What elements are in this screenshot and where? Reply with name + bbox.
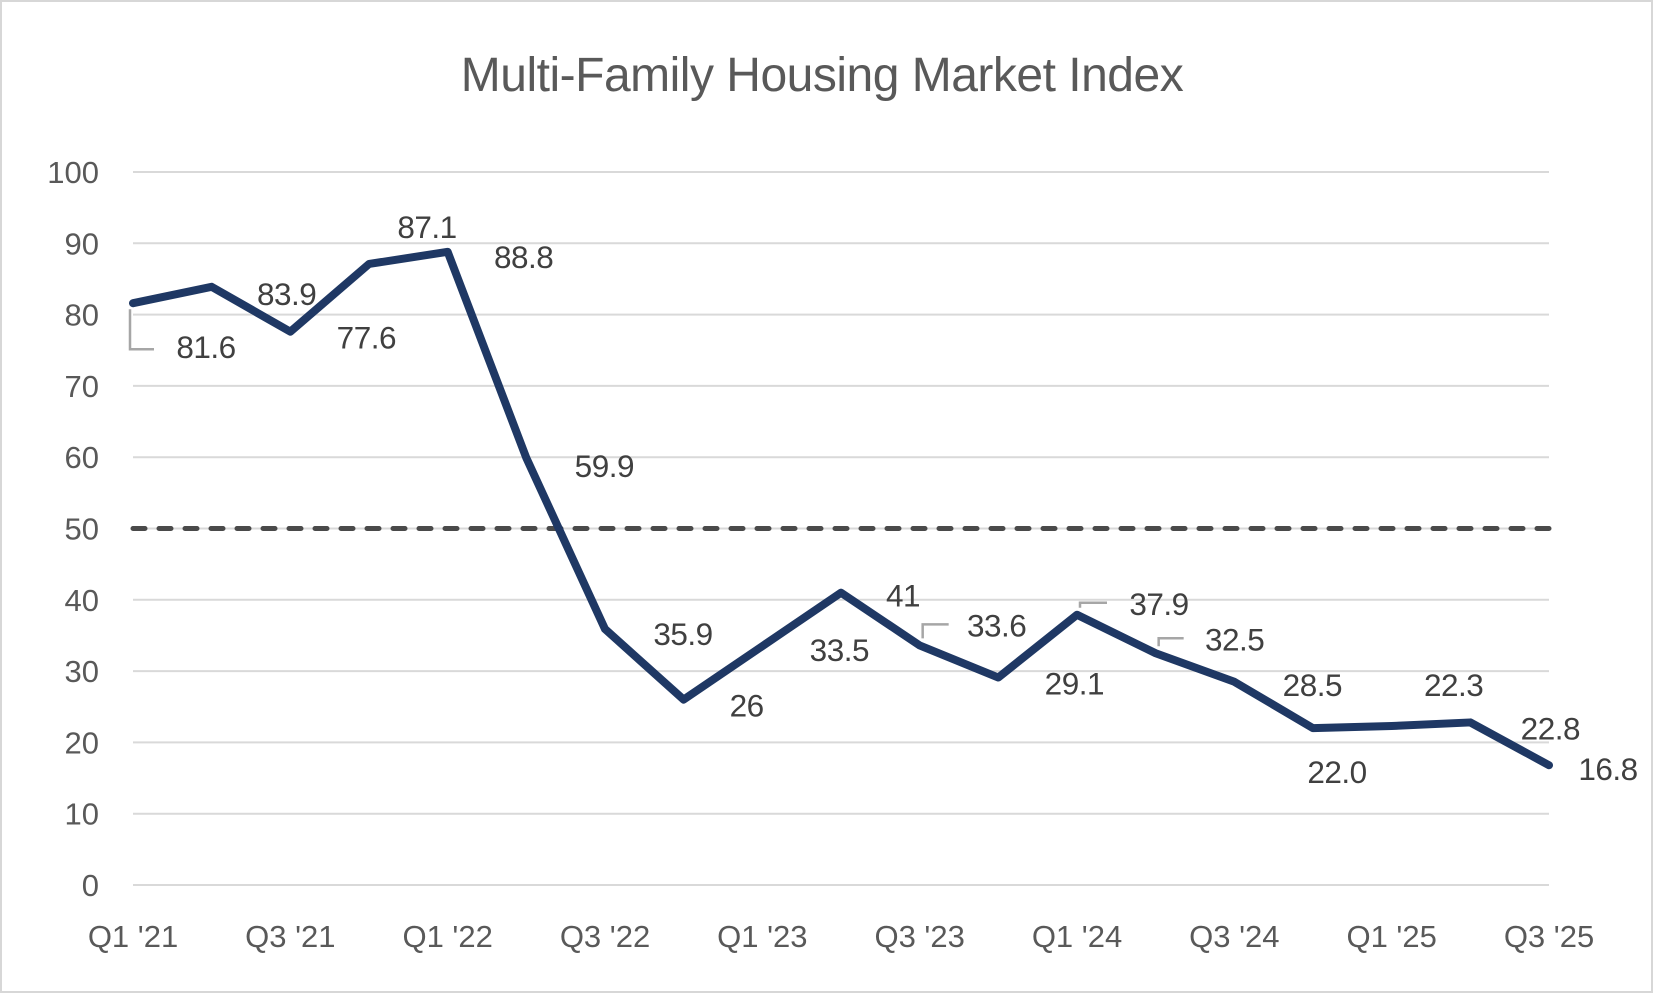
data-label-leader-line	[1157, 637, 1184, 647]
data-label: 29.1	[1045, 666, 1104, 702]
data-label-leader-line	[921, 623, 949, 639]
data-label: 83.9	[257, 276, 316, 312]
data-label: 26	[730, 688, 764, 724]
data-label: 28.5	[1283, 667, 1342, 703]
x-axis-tick-label: Q1 '23	[717, 919, 807, 954]
x-axis-tick-label: Q1 '22	[402, 919, 492, 954]
data-label: 32.5	[1205, 621, 1264, 657]
y-axis-tick-label: 70	[65, 369, 99, 404]
y-axis-tick-label: 10	[65, 797, 99, 832]
data-label: 35.9	[653, 616, 712, 652]
series-line-mfhmi	[129, 247, 1553, 770]
y-axis-tick-label: 60	[65, 440, 99, 475]
y-axis-tick-label: 100	[47, 155, 99, 190]
x-axis-tick-label: Q3 '22	[560, 919, 650, 954]
data-label: 81.6	[176, 329, 235, 365]
y-axis-tick-label: 80	[65, 298, 99, 333]
y-axis-tick-label: 40	[65, 583, 99, 618]
data-label: 22.8	[1521, 710, 1580, 746]
data-label-leader-line	[1078, 601, 1107, 608]
data-label: 33.6	[967, 607, 1026, 643]
data-label: 77.6	[337, 320, 396, 356]
data-label: 59.9	[575, 448, 634, 484]
x-axis-tick-label: Q3 '25	[1504, 919, 1594, 954]
data-label: 22.0	[1307, 754, 1366, 790]
x-axis-tick-label: Q1 '21	[88, 919, 178, 954]
data-label: 22.3	[1424, 667, 1483, 703]
data-label: 88.8	[494, 239, 553, 275]
chart-title: Multi-Family Housing Market Index	[460, 49, 1184, 102]
data-label: 37.9	[1129, 586, 1188, 622]
y-axis-tick-label: 50	[65, 512, 99, 547]
data-label: 33.5	[810, 632, 869, 668]
x-axis-tick-label: Q1 '25	[1346, 919, 1436, 954]
y-axis-tick-label: 20	[65, 725, 99, 760]
x-axis-tick-label: Q3 '24	[1189, 919, 1279, 954]
data-label: 16.8	[1578, 751, 1637, 787]
data-label-leader-line	[128, 309, 154, 351]
data-label: 41	[886, 578, 920, 614]
y-axis-tick-label: 30	[65, 654, 99, 689]
y-axis-tick-label: 90	[65, 226, 99, 261]
x-axis-tick-label: Q1 '24	[1032, 919, 1122, 954]
data-label: 87.1	[397, 209, 456, 245]
x-axis-tick-label: Q3 '21	[245, 919, 335, 954]
y-axis-tick-label: 0	[82, 868, 99, 903]
x-axis-tick-label: Q3 '23	[874, 919, 964, 954]
